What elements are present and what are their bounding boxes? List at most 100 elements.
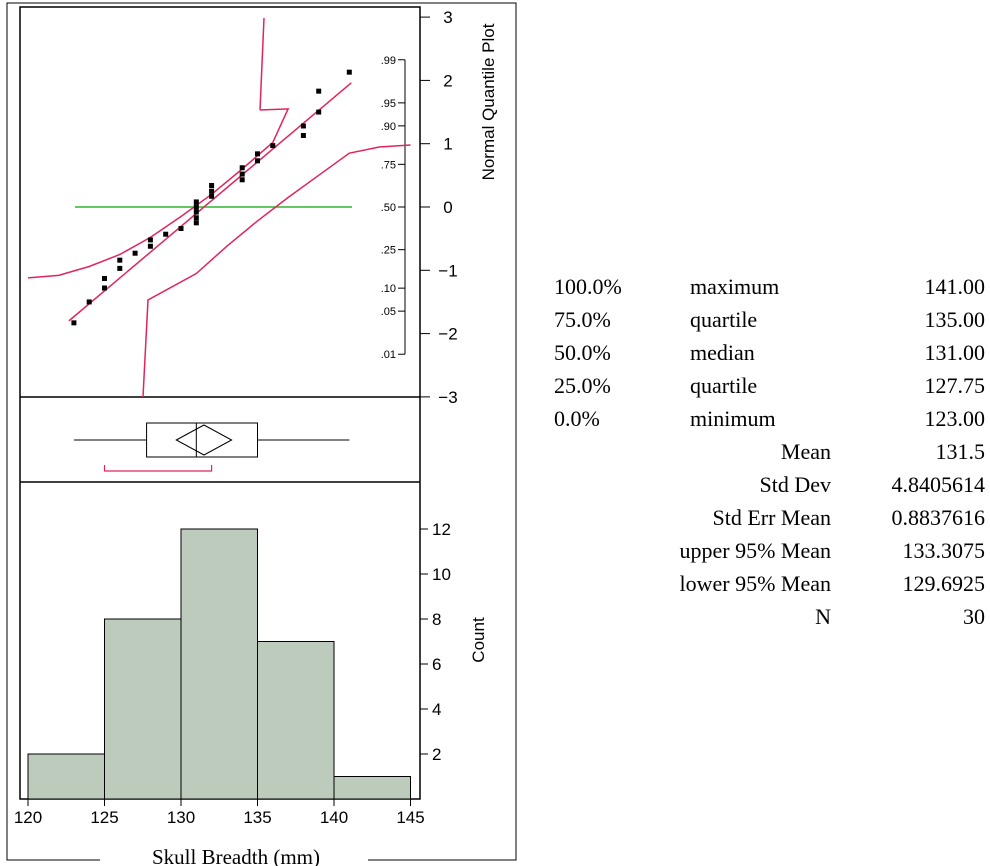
quantile-value: 123.00 <box>924 406 986 431</box>
count-tick-label: 8 <box>432 610 441 629</box>
quantile-name: quartile <box>690 307 758 332</box>
quantile-point <box>300 132 306 138</box>
quantile-name: quartile <box>690 373 758 398</box>
quantile-point <box>132 250 138 256</box>
quantile-point <box>239 171 245 177</box>
quantile-point <box>193 215 199 221</box>
histogram-bar <box>27 753 105 800</box>
quantile-name: minimum <box>690 406 776 431</box>
histogram: 2 4 6 8 10 12 Count 120 125 130 135 140 145 Skull Bre… <box>14 520 488 866</box>
probability-tick-label: .99 <box>381 55 396 67</box>
moment-row: Mean 131.5 <box>540 439 985 472</box>
quantile-value: 141.00 <box>924 274 986 299</box>
probability-tick-label: .50 <box>381 202 396 214</box>
probability-tick-label: .75 <box>381 159 396 171</box>
statistics-panel: 100.0% maximum 141.00 75.0% quartile 135.00 50… <box>540 274 985 637</box>
quantile-point <box>71 320 77 326</box>
moment-name: Std Err Mean <box>712 505 831 530</box>
quantile-percent: 25.0% <box>554 373 611 398</box>
outer-border <box>6 2 517 861</box>
histogram-bar <box>257 641 335 800</box>
moment-name: N <box>815 604 831 629</box>
count-tick-label: 10 <box>432 565 451 584</box>
quantile-row: 0.0% minimum 123.00 <box>540 406 985 439</box>
quantile-point <box>255 158 260 164</box>
quantile-tick-label: −1 <box>438 261 457 280</box>
quantiles-table: 100.0% maximum 141.00 75.0% quartile 135.00 50… <box>540 274 985 439</box>
quantile-percent: 100.0% <box>554 274 622 299</box>
quantile-tick-label: −3 <box>438 388 457 407</box>
quantile-value: 135.00 <box>924 307 986 332</box>
quantile-point <box>163 231 169 237</box>
quantile-point <box>147 237 153 243</box>
quantile-percent: 50.0% <box>554 340 611 365</box>
outlier-box-plot <box>73 422 350 472</box>
probability-tick-label: .01 <box>381 349 396 361</box>
quantile-point <box>193 204 199 210</box>
quantile-tick-label: 2 <box>443 71 452 90</box>
histogram-bar <box>104 618 182 800</box>
moment-name: lower 95% Mean <box>679 571 831 596</box>
quantile-row: 25.0% quartile 127.75 <box>540 373 985 406</box>
probability-tick-label: .95 <box>381 98 396 110</box>
moment-value: 30 <box>963 604 985 629</box>
probability-tick-label: .05 <box>381 306 396 318</box>
moment-row: N 30 <box>540 604 985 637</box>
quantile-point <box>346 69 352 75</box>
moment-row: Std Err Mean 0.8837616 <box>540 505 985 538</box>
moment-value: 129.6925 <box>902 571 986 596</box>
moment-value: 131.5 <box>935 439 986 464</box>
count-tick-label: 4 <box>432 700 441 719</box>
quantile-point <box>102 285 107 291</box>
distribution-chart: 3210−1−2−3.99.95.90.75.50.25.10.05.01Nor… <box>6 2 517 866</box>
quantile-point <box>209 182 215 188</box>
moment-value: 133.3075 <box>902 538 986 563</box>
moment-value: 0.8837616 <box>891 505 986 530</box>
x-tick-label: 140 <box>320 808 348 827</box>
normal-fit-line <box>68 82 352 322</box>
quantile-point <box>300 123 306 129</box>
x-tick-label: 130 <box>167 808 195 827</box>
quantile-point <box>193 220 199 226</box>
quantile-name: maximum <box>690 274 780 299</box>
quantile-percent: 75.0% <box>554 307 611 332</box>
quantile-row: 75.0% quartile 135.00 <box>540 307 985 340</box>
count-tick-label: 2 <box>432 745 441 764</box>
quantile-point <box>316 109 322 115</box>
quantile-percent: 0.0% <box>554 406 600 431</box>
quantile-point <box>117 257 123 263</box>
moment-name: upper 95% Mean <box>679 538 831 563</box>
moment-name: Mean <box>780 439 831 464</box>
upper-confidence-band <box>27 108 290 279</box>
count-axis-label: Count <box>469 617 488 663</box>
quantile-tick-label: 1 <box>443 135 452 154</box>
probability-tick-label: .10 <box>381 283 396 295</box>
moment-row: upper 95% Mean 133.3075 <box>540 538 985 571</box>
quantile-point <box>193 209 199 215</box>
quantile-point <box>193 199 199 205</box>
x-tick-label: 125 <box>90 808 118 827</box>
quantile-point <box>102 276 107 282</box>
quantile-point <box>255 151 260 157</box>
quantile-row: 100.0% maximum 141.00 <box>540 274 985 307</box>
quantile-point <box>270 143 276 149</box>
mean-confidence-diamond <box>175 424 233 456</box>
quantile-tick-label: 0 <box>443 198 452 217</box>
quantile-point <box>316 88 322 94</box>
x-tick-label: 145 <box>396 808 424 827</box>
count-tick-label: 6 <box>432 655 441 674</box>
shortest-half-bracket <box>103 465 213 472</box>
quantile-point <box>147 243 153 249</box>
quantile-row: 50.0% median 131.00 <box>540 340 985 373</box>
quantile-value: 131.00 <box>924 340 986 365</box>
quantile-value: 127.75 <box>924 373 986 398</box>
x-axis-label: Skull Breadth (mm) <box>152 845 320 866</box>
moment-row: Std Dev 4.8405614 <box>540 472 986 505</box>
normal-quantile-plot: 3 2 1 0 −1 −2 −3 .99 .95 .90 .75 .50 .25 .10 .05 .01 Nor… <box>27 7 498 407</box>
probability-tick-label: .25 <box>381 245 396 257</box>
normal-quantile-plot-label: Normal Quantile Plot <box>479 23 498 180</box>
upper-confidence-band-top <box>259 17 265 111</box>
quantile-point <box>178 226 184 232</box>
quantile-point <box>239 177 245 183</box>
quantile-point <box>239 165 245 171</box>
